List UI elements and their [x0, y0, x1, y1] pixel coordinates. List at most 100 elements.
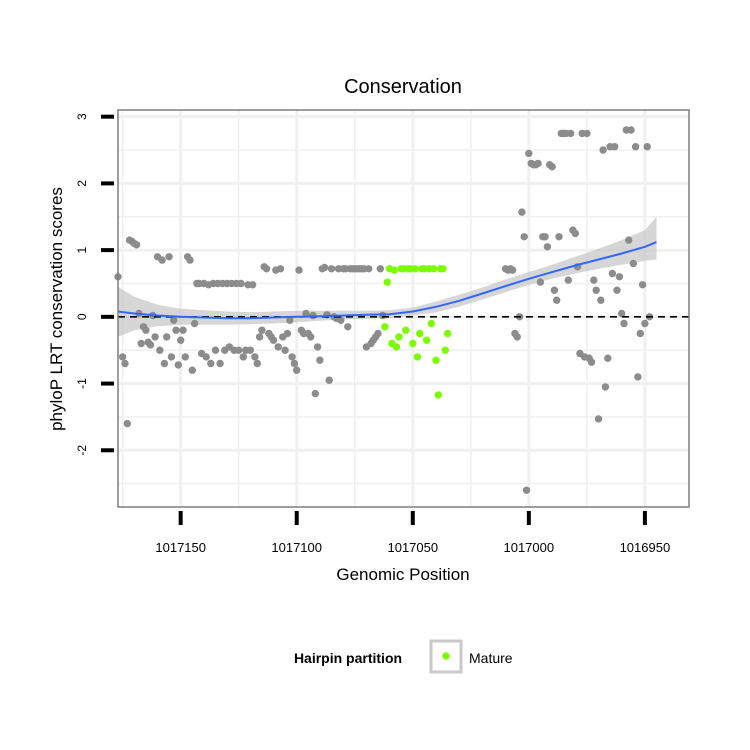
other-point — [378, 311, 387, 320]
other-point — [541, 233, 549, 241]
y-axis: -2 -1 0 1 2 3 — [75, 113, 114, 456]
other-point — [316, 356, 324, 364]
legend-label-mature: Mature — [469, 650, 513, 666]
other-point — [320, 263, 329, 272]
other-point — [534, 159, 542, 168]
other-point — [142, 326, 150, 334]
other-point — [181, 353, 189, 361]
other-point — [307, 333, 315, 341]
other-point — [604, 354, 612, 362]
other-point — [262, 265, 271, 273]
other-point — [548, 163, 556, 171]
other-point — [643, 143, 651, 151]
other-point — [276, 265, 285, 273]
other-point — [151, 333, 159, 341]
other-point — [186, 256, 194, 264]
other-point — [550, 286, 559, 294]
other-point — [543, 243, 552, 251]
other-point — [553, 296, 561, 304]
other-point — [613, 286, 621, 294]
other-point — [611, 143, 619, 151]
legend: Hairpin partition Mature — [294, 639, 513, 674]
other-point — [634, 373, 642, 381]
other-point — [188, 366, 196, 374]
x-tick-label: 1017000 — [503, 540, 554, 555]
other-point — [571, 229, 579, 238]
other-point — [615, 273, 624, 281]
y-axis-label: phyloP LRT conservation scores — [47, 187, 66, 431]
other-point — [179, 326, 187, 334]
y-tick-label: 3 — [75, 113, 89, 120]
other-point — [344, 323, 352, 331]
other-point — [327, 265, 336, 273]
data-points — [114, 126, 654, 494]
other-point — [274, 343, 282, 351]
plot-background — [118, 110, 689, 507]
other-point — [146, 341, 155, 349]
other-point — [290, 359, 299, 368]
x-tick-label: 1017050 — [387, 540, 438, 555]
other-point — [132, 241, 141, 249]
other-point — [513, 333, 521, 341]
mature-point — [443, 329, 452, 338]
other-point — [190, 319, 199, 328]
other-point — [253, 359, 261, 368]
mature-point — [390, 266, 398, 274]
other-point — [587, 358, 596, 366]
y-tick-label: -2 — [75, 445, 89, 456]
other-point — [283, 329, 292, 338]
mature-point — [411, 265, 419, 273]
mature-point — [402, 326, 410, 334]
other-point — [337, 316, 345, 324]
y-tick-label: 1 — [75, 246, 89, 253]
other-point — [123, 419, 131, 428]
x-tick-label: 1017150 — [155, 540, 206, 555]
other-point — [638, 281, 647, 289]
confidence-band-area — [118, 216, 657, 337]
other-point — [374, 329, 382, 338]
other-point — [258, 326, 266, 334]
other-point — [311, 389, 319, 398]
mature-point — [434, 391, 442, 399]
other-point — [216, 359, 224, 368]
mature-point — [423, 336, 431, 344]
smooth-confidence-band — [118, 216, 657, 337]
mature-point — [383, 278, 391, 286]
other-point — [590, 276, 598, 284]
other-point — [608, 269, 617, 278]
other-point — [172, 326, 180, 334]
other-point — [620, 319, 628, 328]
other-point — [583, 129, 591, 138]
chart-title: Conservation — [344, 76, 462, 98]
other-point — [295, 266, 303, 274]
other-point — [239, 353, 247, 361]
mature-point — [432, 356, 440, 364]
x-tick-label: 1016950 — [620, 540, 671, 555]
other-point — [594, 415, 603, 423]
other-point — [237, 279, 245, 288]
other-point — [631, 143, 640, 151]
other-point — [566, 129, 575, 138]
other-point — [121, 359, 129, 368]
mature-point — [409, 339, 417, 348]
other-point — [170, 316, 178, 324]
other-point — [288, 353, 296, 361]
smooth-line-path — [117, 241, 657, 320]
mature-point — [392, 343, 401, 351]
mature-point — [427, 319, 436, 328]
other-point — [167, 353, 176, 361]
other-point — [302, 309, 310, 318]
other-point — [641, 319, 649, 328]
other-point — [286, 316, 294, 324]
other-point — [555, 233, 563, 241]
other-point — [163, 333, 171, 341]
other-point — [177, 336, 185, 344]
other-point — [592, 286, 600, 294]
other-point — [202, 353, 210, 361]
legend-key-mature-dot — [442, 652, 450, 660]
other-point — [599, 146, 607, 154]
other-point — [235, 346, 243, 354]
other-point — [618, 309, 626, 318]
smooth-trend-line — [117, 241, 657, 320]
y-tick-label: 0 — [75, 313, 89, 320]
